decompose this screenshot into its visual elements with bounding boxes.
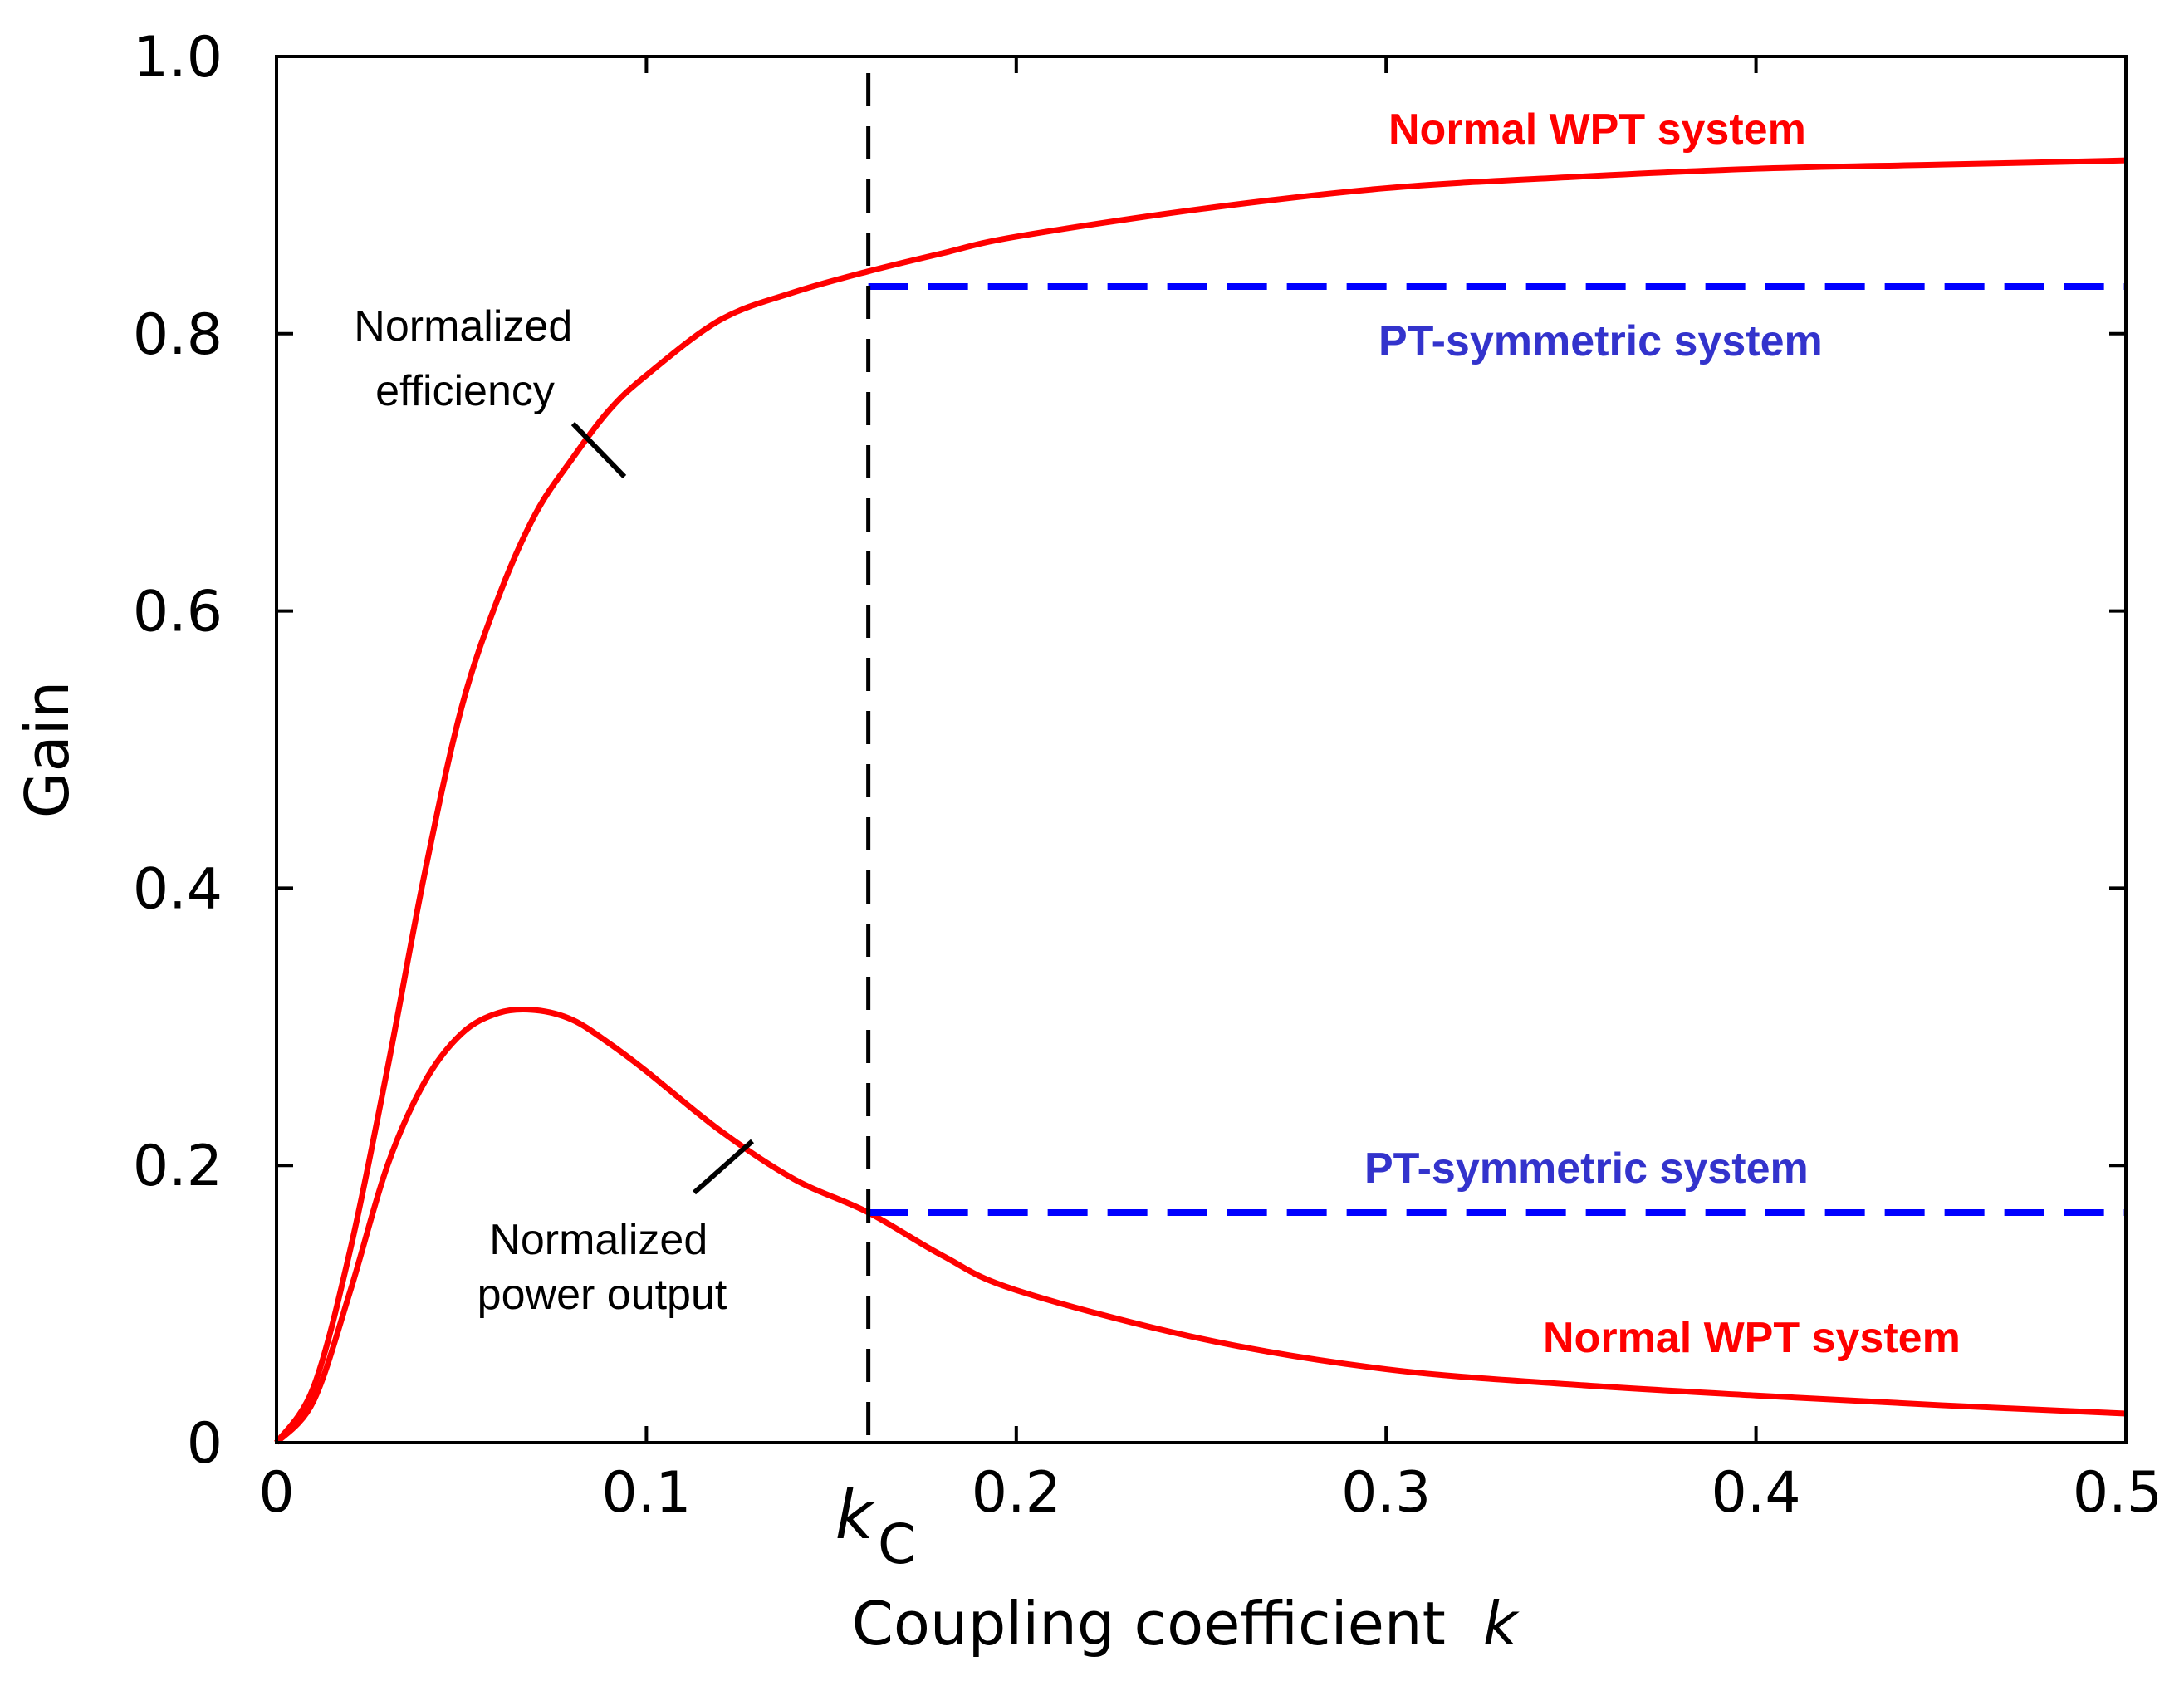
x-axis-label-text: Coupling coefficient	[852, 1589, 1446, 1659]
annotation-line: efficiency	[375, 367, 555, 415]
y-axis-label: Gain	[12, 681, 82, 819]
efficiency-leader-line	[570, 421, 627, 479]
annotation-normalized-efficiency: Normalized efficiency	[354, 302, 584, 415]
critical-coupling-label: k C	[835, 1477, 917, 1576]
x-tick-label: 0.4	[1711, 1460, 1801, 1526]
annotation-line: Normalized	[354, 302, 572, 350]
x-tick-label: 0.1	[601, 1460, 691, 1526]
kc-label-subscript: C	[878, 1512, 916, 1576]
y-tick-label: 0.2	[133, 1134, 223, 1199]
y-tick-label: 0.8	[133, 302, 223, 368]
y-tick-label: 1.0	[133, 25, 223, 91]
x-tick-label: 0.5	[2073, 1460, 2162, 1526]
power-leader-line	[693, 1139, 754, 1195]
y-tick-label: 0.4	[133, 856, 223, 922]
y-tick-label: 0	[187, 1411, 223, 1477]
chart-curves	[274, 157, 2127, 1445]
kc-label-main: k	[835, 1477, 876, 1554]
y-tick-label: 0.6	[133, 580, 223, 645]
x-tick-label: 0.2	[972, 1460, 1061, 1526]
label-pt-symmetric-upper: PT-symmetric system	[1378, 317, 1823, 365]
label-normal-wpt-upper: Normal WPT system	[1388, 105, 1806, 154]
plot-frame	[275, 55, 2128, 1444]
label-pt-symmetric-lower: PT-symmetric system	[1364, 1144, 1809, 1193]
axis-ticks: 0 0.1 0.2 0.3 0.4 0.5 0 0.2 0.4 0.6 0.8 1.0	[133, 25, 2162, 1526]
x-tick-label: 0	[258, 1460, 294, 1526]
x-tick-label: 0.3	[1341, 1460, 1431, 1526]
x-axis-label: Coupling coefficient k	[852, 1589, 1520, 1659]
series-line-normal-wpt	[274, 1006, 2127, 1445]
series-line-normal-wpt	[274, 157, 2127, 1445]
label-normal-wpt-lower: Normal WPT system	[1543, 1314, 1961, 1362]
annotation-normalized-power-output: Normalized power output	[477, 1216, 727, 1319]
pt-symmetric-lines	[868, 283, 2126, 1216]
x-axis-label-variable: k	[1483, 1589, 1520, 1659]
annotation-line: Normalized	[489, 1216, 708, 1264]
annotation-line: power output	[477, 1271, 727, 1319]
